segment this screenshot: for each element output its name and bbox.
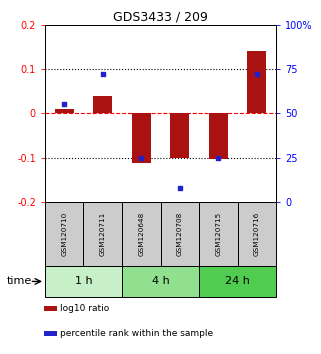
Text: GSM120716: GSM120716	[254, 211, 260, 256]
Text: GSM120711: GSM120711	[100, 211, 106, 256]
Bar	[132, 113, 151, 163]
Bar	[238, 202, 276, 266]
Text: 4 h: 4 h	[152, 276, 169, 286]
Bar	[122, 266, 199, 297]
Text: GSM120710: GSM120710	[61, 211, 67, 256]
Bar	[45, 202, 83, 266]
Text: 1 h: 1 h	[75, 276, 92, 286]
Text: percentile rank within the sample: percentile rank within the sample	[60, 329, 213, 338]
Text: GSM120715: GSM120715	[215, 211, 221, 256]
Text: 24 h: 24 h	[225, 276, 250, 286]
Bar	[199, 202, 238, 266]
Point	[139, 155, 144, 160]
Bar	[209, 113, 228, 159]
Text: GSM120708: GSM120708	[177, 211, 183, 256]
Point	[62, 102, 67, 107]
Bar	[170, 113, 189, 158]
Bar	[160, 202, 199, 266]
Point	[216, 155, 221, 160]
Text: GSM120648: GSM120648	[138, 211, 144, 256]
Bar	[247, 51, 266, 113]
Point	[177, 185, 182, 190]
Bar	[55, 109, 74, 113]
Bar	[199, 266, 276, 297]
Point	[100, 72, 105, 77]
Point	[254, 72, 259, 77]
Bar	[44, 331, 57, 336]
Text: log10 ratio: log10 ratio	[60, 304, 109, 313]
Title: GDS3433 / 209: GDS3433 / 209	[113, 11, 208, 24]
Text: time: time	[6, 276, 32, 286]
Bar	[122, 202, 160, 266]
Bar	[83, 202, 122, 266]
Bar	[44, 306, 57, 311]
Bar	[93, 96, 112, 113]
Bar	[45, 266, 122, 297]
